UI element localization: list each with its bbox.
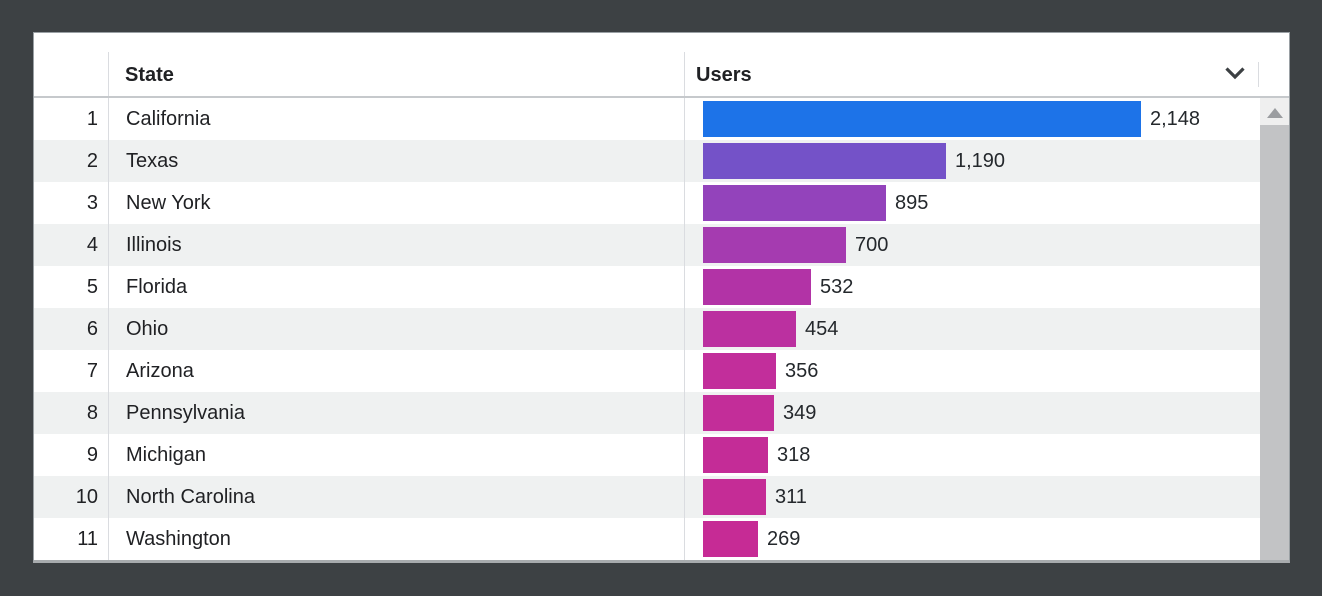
- row-state: Washington: [108, 518, 684, 560]
- row-state: Florida: [108, 266, 684, 308]
- table-row[interactable]: 6 Ohio 454: [34, 308, 1260, 350]
- users-value: 532: [820, 275, 854, 298]
- users-value: 269: [767, 527, 801, 550]
- header-users-label: Users: [696, 64, 752, 86]
- table-row[interactable]: 7 Arizona 356: [34, 350, 1260, 392]
- row-users-cell: 311: [684, 476, 1260, 518]
- row-state: Ohio: [108, 308, 684, 350]
- users-value: 895: [895, 191, 929, 214]
- row-users-cell: 356: [684, 350, 1260, 392]
- row-rank: 5: [86, 276, 98, 298]
- row-rank: 9: [86, 444, 98, 466]
- users-bar: [703, 311, 796, 347]
- users-value: 2,148: [1150, 107, 1201, 130]
- users-value: 349: [783, 401, 817, 424]
- row-rank: 7: [86, 360, 98, 382]
- header-state[interactable]: State: [108, 33, 684, 96]
- users-bar: [703, 395, 774, 431]
- users-bar: [703, 269, 811, 305]
- row-rank: 6: [86, 318, 98, 340]
- row-state: Pennsylvania: [108, 392, 684, 434]
- scroll-up-arrow-icon[interactable]: [1266, 108, 1283, 118]
- table-row[interactable]: 3 New York 895: [34, 182, 1260, 224]
- row-rank: 3: [86, 192, 98, 214]
- row-state: North Carolina: [108, 476, 684, 518]
- table-row[interactable]: 8 Pennsylvania 349: [34, 392, 1260, 434]
- row-state: New York: [108, 182, 684, 224]
- users-value: 318: [777, 443, 811, 466]
- chevron-down-icon[interactable]: [1224, 66, 1246, 81]
- row-rank: 8: [86, 402, 98, 424]
- users-bar: [703, 479, 766, 515]
- users-bar: [703, 227, 846, 263]
- table-row[interactable]: 4 Illinois 700: [34, 224, 1260, 266]
- row-users-cell: 349: [684, 392, 1260, 434]
- users-value: 1,190: [955, 149, 1006, 172]
- vertical-scrollbar[interactable]: [1260, 98, 1289, 560]
- table-header: State Users: [34, 33, 1289, 98]
- users-by-state-table-card: State Users 1 California 2,148 2 Texas 1…: [33, 32, 1290, 563]
- table-row[interactable]: 2 Texas 1,190: [34, 140, 1260, 182]
- users-value: 454: [805, 317, 839, 340]
- table-row[interactable]: 1 California 2,148: [34, 98, 1260, 140]
- users-value: 311: [775, 485, 807, 508]
- row-users-cell: 895: [684, 182, 1260, 224]
- row-users-cell: 269: [684, 518, 1260, 560]
- header-divider: [1258, 62, 1259, 87]
- users-bar: [703, 101, 1141, 137]
- row-users-cell: 318: [684, 434, 1260, 476]
- header-state-label: State: [125, 64, 174, 86]
- row-state: Illinois: [108, 224, 684, 266]
- table-row[interactable]: 5 Florida 532: [34, 266, 1260, 308]
- users-bar: [703, 521, 758, 557]
- row-rank: 10: [75, 486, 98, 508]
- table-row[interactable]: 10 North Carolina 311: [34, 476, 1260, 518]
- header-users[interactable]: Users: [684, 33, 1260, 96]
- row-state: Texas: [108, 140, 684, 182]
- users-bar: [703, 143, 946, 179]
- row-users-cell: 1,190: [684, 140, 1260, 182]
- row-users-cell: 454: [684, 308, 1260, 350]
- users-bar: [703, 353, 776, 389]
- users-bar: [703, 185, 886, 221]
- table-body: 1 California 2,148 2 Texas 1,190 3 New Y…: [34, 98, 1260, 560]
- row-users-cell: 532: [684, 266, 1260, 308]
- row-state: Arizona: [108, 350, 684, 392]
- header-index-cell: [34, 33, 108, 96]
- row-state: California: [108, 98, 684, 140]
- row-users-cell: 2,148: [684, 98, 1260, 140]
- row-rank: 2: [86, 150, 98, 172]
- table-row[interactable]: 9 Michigan 318: [34, 434, 1260, 476]
- row-rank: 1: [86, 108, 98, 130]
- row-users-cell: 700: [684, 224, 1260, 266]
- users-value: 700: [855, 233, 889, 256]
- scrollbar-thumb[interactable]: [1260, 125, 1289, 560]
- table-row[interactable]: 11 Washington 269: [34, 518, 1260, 560]
- users-bar: [703, 437, 768, 473]
- row-rank: 4: [86, 234, 98, 256]
- row-rank: 11: [77, 528, 98, 550]
- row-state: Michigan: [108, 434, 684, 476]
- users-value: 356: [785, 359, 819, 382]
